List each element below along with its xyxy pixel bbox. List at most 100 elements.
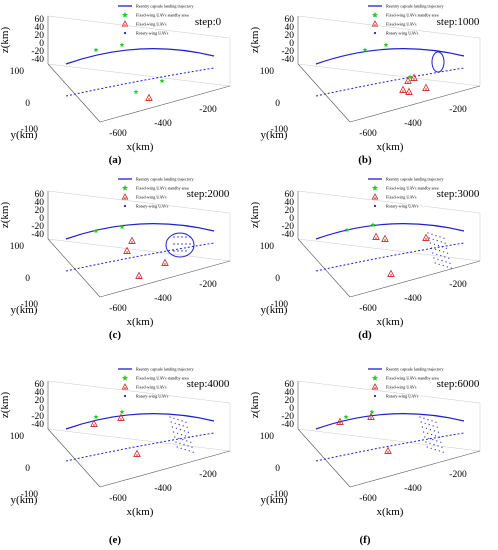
legend-label: Fixed-wing UAVs bbox=[136, 195, 167, 200]
rotary-uav-dot bbox=[171, 426, 173, 428]
fixed-wing-uav bbox=[336, 417, 344, 425]
legend-dot-icon bbox=[373, 204, 377, 208]
fixed-wing-uav-center bbox=[164, 263, 166, 265]
y-axis-line bbox=[47, 63, 101, 123]
rotary-uav-dot bbox=[185, 250, 187, 252]
trajectory bbox=[315, 413, 465, 462]
z-tick-label: 20 bbox=[285, 31, 295, 41]
fixed-wing-uav-center bbox=[375, 237, 377, 239]
standby-star bbox=[362, 47, 368, 53]
panel-d: Reentry capsule landing trajectory Fixed-… bbox=[249, 177, 481, 341]
z-tick-label: -40 bbox=[281, 55, 294, 65]
legend-star-icon bbox=[371, 184, 379, 191]
panel-e: Reentry capsule landing trajectory Fixed-… bbox=[0, 367, 231, 546]
trajectory bbox=[65, 223, 215, 272]
x-tick-label: -200 bbox=[449, 470, 467, 480]
fixed-wing-uav bbox=[367, 412, 375, 420]
rotary-uav-dot bbox=[433, 444, 435, 446]
y-axis-label: y(km) bbox=[11, 129, 38, 141]
rotary-uav-dot bbox=[434, 449, 436, 451]
legend-label: Rotary-wing UAVs bbox=[136, 394, 169, 399]
rotary-uav-dot bbox=[174, 436, 176, 438]
rotary-uav-dot bbox=[178, 437, 180, 439]
legend-label: Fixed-wing UAVs standby area bbox=[386, 13, 439, 18]
rotary-uav-dot bbox=[445, 261, 447, 263]
y-tick-label: 100 bbox=[260, 242, 275, 252]
panel-c: Reentry capsule landing trajectory Fixed-… bbox=[0, 177, 231, 341]
legend-star-icon bbox=[121, 184, 129, 191]
z-tick-label: -20 bbox=[281, 47, 294, 57]
x-tick-label: -200 bbox=[199, 470, 217, 480]
fixed-wing-uav bbox=[399, 85, 407, 93]
legend-star-icon bbox=[371, 374, 379, 381]
rotary-uav-dot bbox=[444, 256, 446, 258]
z-tick-label: -40 bbox=[281, 230, 294, 240]
rotary-uav-dot bbox=[439, 250, 441, 252]
rotary-uav-dot bbox=[183, 444, 185, 446]
z-tick-label: 20 bbox=[35, 206, 45, 216]
x-axis-line bbox=[99, 85, 231, 123]
rotary-uav-dot bbox=[179, 442, 181, 444]
rotary-uav-dot bbox=[173, 243, 175, 245]
z-tick-label: 20 bbox=[285, 396, 295, 406]
rotary-uav-dot bbox=[185, 236, 187, 238]
z-tick-label: 60 bbox=[35, 15, 45, 25]
x-axis-line bbox=[99, 450, 231, 488]
legend-label: Reentry capsule landing trajectory bbox=[136, 4, 194, 9]
rotary-uav-dot bbox=[187, 431, 189, 433]
y-tick-label: -100 bbox=[21, 125, 39, 135]
step-label: step:6000 bbox=[437, 378, 480, 390]
y-tick-label: -100 bbox=[271, 490, 289, 500]
z-tick-label: 0 bbox=[39, 404, 44, 414]
x-tick-label: -200 bbox=[199, 105, 217, 115]
y-axis-line bbox=[47, 428, 101, 488]
rotary-uav-dot bbox=[181, 420, 183, 422]
legend-triangle-icon-center bbox=[124, 387, 126, 389]
trajectory-solid-line bbox=[315, 413, 465, 430]
y-axis-label: y(km) bbox=[261, 129, 288, 141]
legend-dot-icon bbox=[123, 394, 127, 398]
rotary-uav-dot bbox=[177, 419, 179, 421]
legend-triangle-icon-center bbox=[374, 197, 376, 199]
fixed-wing-uav-center bbox=[413, 78, 415, 80]
standby-star bbox=[93, 228, 99, 234]
rotary-uav-dot bbox=[428, 237, 430, 239]
rotary-uav-dot bbox=[174, 422, 176, 424]
rotary-uav-dot bbox=[173, 250, 175, 252]
rotary-uav-dot bbox=[435, 435, 437, 437]
standby-star bbox=[344, 227, 350, 233]
rotary-uav-dot bbox=[182, 425, 184, 427]
y-axis-line bbox=[297, 238, 351, 298]
legend-label: Fixed-wing UAVs standby area bbox=[386, 186, 439, 191]
y-tick-label: 0 bbox=[275, 464, 280, 474]
z-tick-label: -40 bbox=[31, 55, 44, 65]
z-tick-label: 60 bbox=[285, 190, 295, 200]
legend: Reentry capsule landing trajectory Fixed-… bbox=[368, 367, 444, 399]
rotary-uav-dot bbox=[436, 253, 438, 255]
z-tick-label: -20 bbox=[281, 412, 294, 422]
rotary-uav-dot bbox=[439, 236, 441, 238]
z-axis-label: z(km) bbox=[249, 202, 261, 229]
z-tick-label: -40 bbox=[281, 420, 294, 430]
z-tick-label: 60 bbox=[35, 380, 45, 390]
fixed-wing-uav bbox=[372, 232, 380, 240]
y-tick-label: 100 bbox=[260, 432, 275, 442]
rotary-uav-dot bbox=[432, 252, 434, 254]
y-axis-line bbox=[47, 238, 101, 298]
x-axis-label: x(km) bbox=[377, 141, 404, 153]
grid-line bbox=[297, 15, 481, 39]
legend: Reentry capsule landing trajectory Fixed-… bbox=[368, 177, 444, 209]
grid-line bbox=[297, 428, 481, 452]
legend-dot-icon bbox=[123, 31, 127, 35]
legend-label: Fixed-wing UAVs bbox=[136, 385, 167, 390]
fixed-wing-uav bbox=[384, 446, 392, 454]
trajectory-solid-line bbox=[65, 413, 215, 430]
rotary-uav-dot bbox=[437, 431, 439, 433]
z-tick-label: 0 bbox=[39, 214, 44, 224]
rotary-wing-uavs bbox=[419, 416, 444, 453]
rotary-uav-dot bbox=[191, 446, 193, 448]
x-tick-label: -400 bbox=[404, 484, 422, 494]
